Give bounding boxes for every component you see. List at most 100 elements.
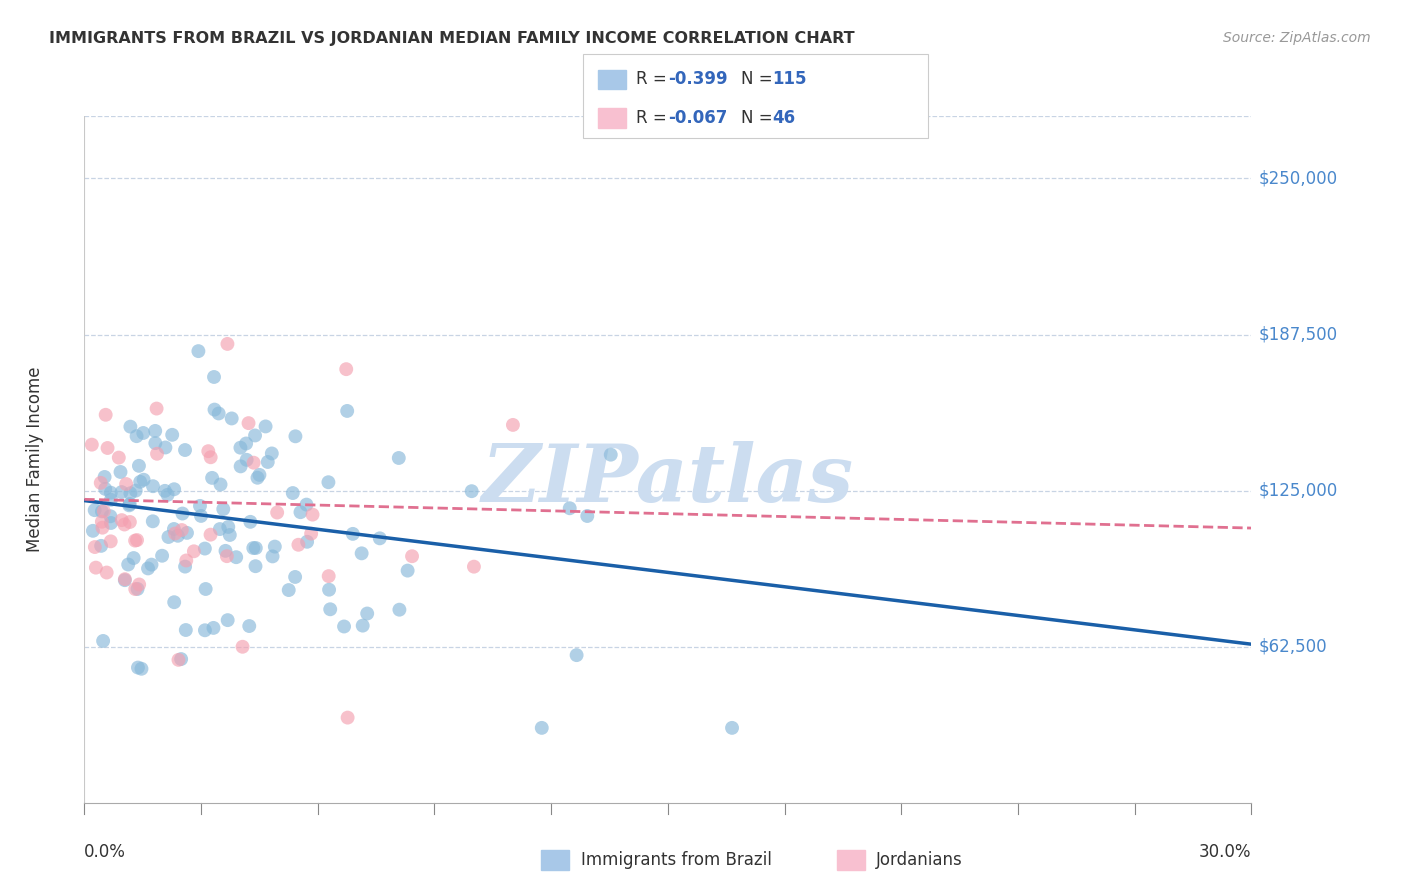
Point: [558, 501, 581, 516]
Point: [565, 648, 588, 662]
Point: [167, 653, 190, 667]
Point: [208, 407, 231, 421]
Point: [174, 623, 197, 637]
Point: [172, 507, 194, 521]
Point: [245, 541, 267, 555]
Point: [110, 485, 132, 500]
Point: [336, 710, 359, 724]
Point: [128, 577, 150, 591]
Point: [194, 582, 217, 596]
Point: [143, 424, 166, 438]
Point: [218, 528, 240, 542]
Point: [209, 477, 232, 491]
Text: Jordanians: Jordanians: [876, 851, 963, 869]
Point: [129, 475, 152, 489]
Point: [111, 513, 134, 527]
Point: [214, 544, 236, 558]
Point: [90, 475, 112, 490]
Text: -0.067: -0.067: [668, 109, 727, 127]
Point: [221, 411, 243, 425]
Point: [242, 456, 264, 470]
Text: $62,500: $62,500: [1258, 638, 1327, 656]
Text: 115: 115: [772, 70, 807, 88]
Point: [463, 559, 485, 574]
Point: [124, 533, 146, 548]
Point: [84, 560, 107, 574]
Point: [80, 437, 103, 451]
Point: [90, 504, 112, 518]
Point: [368, 532, 391, 546]
Point: [197, 444, 219, 458]
Point: [187, 344, 209, 359]
Text: IMMIGRANTS FROM BRAZIL VS JORDANIAN MEDIAN FAMILY INCOME CORRELATION CHART: IMMIGRANTS FROM BRAZIL VS JORDANIAN MEDI…: [49, 31, 855, 46]
Point: [202, 370, 225, 384]
Point: [125, 429, 148, 443]
Point: [110, 465, 132, 479]
Text: 46: 46: [772, 109, 794, 127]
Point: [576, 508, 599, 523]
Point: [157, 530, 180, 544]
Point: [217, 613, 239, 627]
Point: [356, 607, 378, 621]
Text: 0.0%: 0.0%: [84, 843, 127, 861]
Point: [190, 508, 212, 523]
Point: [396, 564, 419, 578]
Point: [100, 485, 122, 500]
Point: [120, 486, 142, 500]
Point: [174, 443, 197, 458]
Point: [388, 450, 411, 465]
Point: [401, 549, 423, 564]
Point: [333, 619, 356, 633]
Point: [131, 662, 153, 676]
Point: [156, 488, 179, 502]
Point: [155, 441, 177, 455]
Point: [235, 452, 257, 467]
Text: 30.0%: 30.0%: [1199, 843, 1251, 861]
Point: [239, 515, 262, 529]
Point: [100, 509, 122, 524]
Point: [246, 471, 269, 485]
Point: [188, 499, 211, 513]
Point: [238, 619, 260, 633]
Text: N =: N =: [741, 70, 778, 88]
Point: [176, 525, 198, 540]
Point: [96, 566, 118, 580]
Point: [502, 417, 524, 432]
Point: [336, 404, 359, 418]
Point: [90, 539, 112, 553]
Point: [83, 503, 105, 517]
Point: [243, 428, 266, 442]
Point: [118, 499, 141, 513]
Point: [163, 595, 186, 609]
Point: [263, 540, 285, 554]
Point: [287, 538, 309, 552]
Point: [118, 515, 141, 529]
Point: [194, 541, 217, 556]
Point: [93, 470, 115, 484]
Point: [342, 527, 364, 541]
Point: [204, 402, 226, 417]
Point: [254, 419, 277, 434]
Point: [281, 486, 304, 500]
Point: [114, 572, 136, 586]
Point: [299, 526, 322, 541]
Point: [201, 471, 224, 485]
Point: [136, 561, 159, 575]
Point: [208, 522, 231, 536]
Point: [153, 483, 176, 498]
Point: [599, 448, 621, 462]
Point: [225, 550, 247, 565]
Text: R =: R =: [636, 70, 672, 88]
Point: [100, 516, 122, 530]
Point: [200, 450, 222, 465]
Point: [217, 337, 239, 351]
Point: [319, 602, 342, 616]
Point: [170, 652, 193, 666]
Point: [352, 618, 374, 632]
Text: ZIPatlas: ZIPatlas: [482, 442, 853, 519]
Point: [141, 558, 163, 572]
Point: [115, 477, 138, 491]
Text: Median Family Income: Median Family Income: [27, 367, 44, 552]
Text: Source: ZipAtlas.com: Source: ZipAtlas.com: [1223, 31, 1371, 45]
Point: [91, 521, 114, 535]
